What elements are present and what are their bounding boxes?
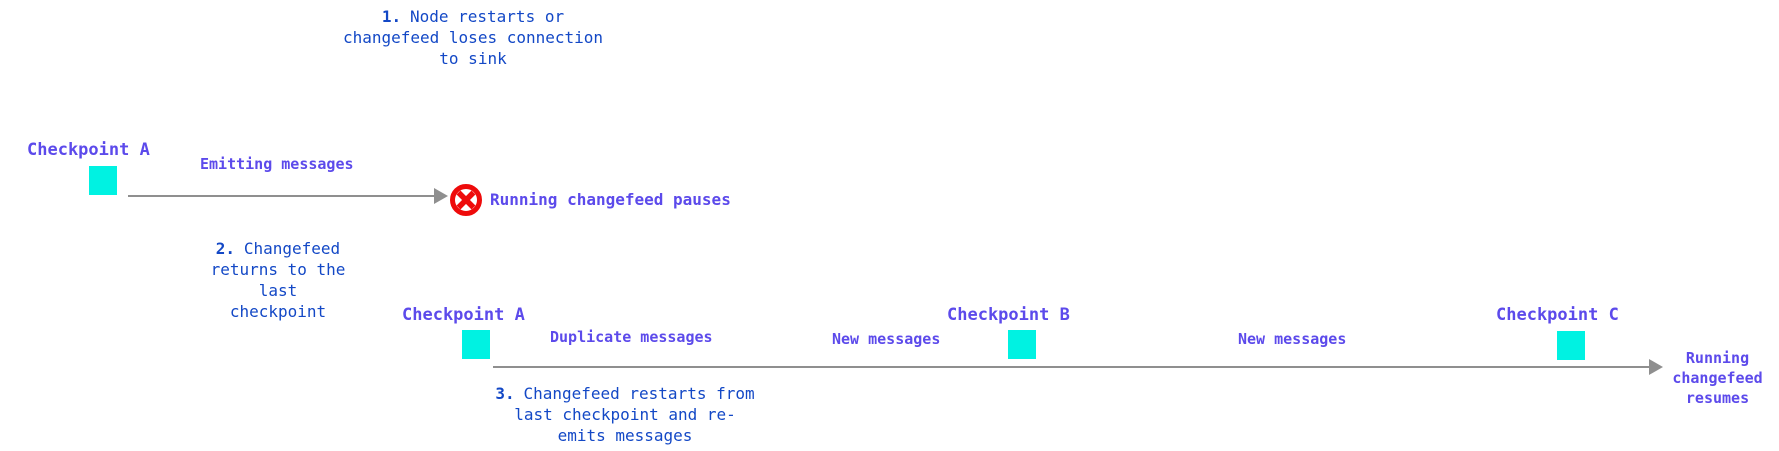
arrow-shaft <box>493 366 1651 368</box>
arrow-shaft <box>128 195 436 197</box>
cancel-circle-icon <box>450 184 482 216</box>
emitting-arrow <box>128 188 448 204</box>
step-1-text: Node restarts or changefeed loses connec… <box>342 7 604 68</box>
emitting-messages-label: Emitting messages <box>200 155 354 173</box>
new-messages-label-2: New messages <box>1238 330 1347 348</box>
arrow-head <box>434 188 448 204</box>
checkpoint-a-marker-bottom <box>462 330 490 359</box>
checkpoint-a-label-top: Checkpoint A <box>27 140 150 160</box>
step-2-number: 2. <box>215 239 236 258</box>
resume-arrow <box>493 359 1663 375</box>
arrow-head <box>1649 359 1663 375</box>
checkpoint-b-label: Checkpoint B <box>947 305 1070 325</box>
step-3-text: Changefeed restarts from last checkpoint… <box>514 384 755 445</box>
checkpoint-a-marker-top <box>89 166 117 195</box>
checkpoint-a-label-bottom: Checkpoint A <box>402 305 525 325</box>
duplicate-messages-label: Duplicate messages <box>550 328 713 346</box>
running-changefeed-pauses-label: Running changefeed pauses <box>490 190 731 209</box>
note-step-2: 2. Changefeed returns to the last checkpo… <box>168 238 388 322</box>
step-2-text: Changefeed returns to the last checkpoin… <box>210 239 346 321</box>
running-changefeed-resumes-label: Running changefeed resumes <box>1672 349 1763 407</box>
note-step-1: 1. Node restarts or changefeed loses conn… <box>288 6 658 69</box>
step-1-number: 1. <box>381 7 402 26</box>
checkpoint-c-marker <box>1557 331 1585 360</box>
checkpoint-c-label: Checkpoint C <box>1496 305 1619 325</box>
step-3-number: 3. <box>495 384 515 403</box>
note-step-3: 3. Changefeed restarts from last checkpoi… <box>460 383 790 446</box>
new-messages-label-1: New messages <box>832 330 941 348</box>
checkpoint-b-marker <box>1008 330 1036 359</box>
